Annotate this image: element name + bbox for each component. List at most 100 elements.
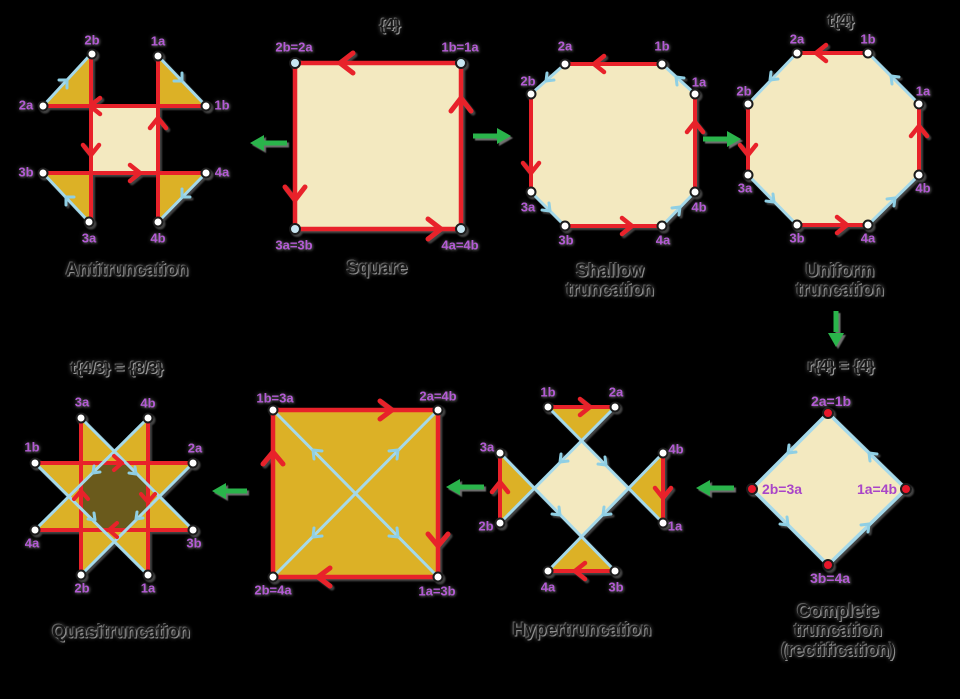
uniform-truncation-figure xyxy=(737,42,930,236)
uniform-cyan-arrow-icons xyxy=(764,70,901,208)
hypertruncation-vertex-dots xyxy=(494,401,669,577)
figure-caption: Complete truncation (rectification) xyxy=(780,600,895,660)
shallow-cyan-arrow-icons xyxy=(540,71,686,217)
flow-arrow-left-icon xyxy=(446,479,484,495)
figure-caption: Square xyxy=(346,257,408,278)
vertex-label: 1b xyxy=(860,31,876,47)
vertex-label: 2b=2a xyxy=(275,39,313,55)
vertex-label: 3b xyxy=(608,579,624,595)
vertex-label: 2a=4b xyxy=(419,388,457,404)
vertex-label: 1b=1a xyxy=(441,39,479,55)
vertex-label: 3b xyxy=(789,230,805,246)
figure-caption: Uniform truncation xyxy=(796,260,884,300)
vertex-label: 2b xyxy=(74,580,90,596)
square-vertex-dots xyxy=(289,57,467,235)
vertex-label: 1b xyxy=(24,439,40,455)
complete-vertex-dots xyxy=(746,407,912,571)
vertex-label: 4a xyxy=(214,164,230,180)
uniform-red-arrow-icons xyxy=(737,42,930,236)
vertex-label: 1a=4b xyxy=(856,481,898,497)
uniform-vertex-dots xyxy=(742,47,925,231)
vertex-label: 1b xyxy=(654,38,670,54)
vertex-label: 4a xyxy=(860,230,876,246)
uniform-truncation-face xyxy=(748,53,919,225)
shallow-truncation-figure xyxy=(520,53,706,237)
antitruncation-cyan-arrow-icons xyxy=(57,71,192,207)
vertex-label: 4b xyxy=(140,395,156,411)
quasitruncation-vertex-dots xyxy=(29,412,199,581)
hypertruncation-figure xyxy=(489,396,674,582)
vertex-label: 2b xyxy=(520,73,536,89)
flow-arrow-left-icon xyxy=(212,483,247,499)
figure-caption: Shallow truncation xyxy=(566,260,654,300)
inverted-square-red-arrow-icons xyxy=(260,398,451,589)
vertex-label: 3a xyxy=(81,230,97,246)
quasitruncation-red-arrow-icons xyxy=(72,454,157,539)
vertex-label: 4b xyxy=(915,180,931,196)
vertex-label: 3a xyxy=(520,199,536,215)
quasitruncation-core-face xyxy=(81,463,148,530)
flow-arrow-left-icon xyxy=(696,480,734,496)
vertex-label: 4a xyxy=(540,579,556,595)
square-face xyxy=(292,60,464,232)
vertex-label: 3b xyxy=(18,164,34,180)
vertex-label: 3b xyxy=(186,535,202,551)
vertex-label: 3a xyxy=(737,180,753,196)
vertex-label: 4b xyxy=(668,441,684,457)
quasitruncation-red-edges xyxy=(35,418,193,575)
figure-title: t{4/3} = {8/3} xyxy=(70,360,164,377)
vertex-label: 2a=1b xyxy=(810,393,852,409)
vertex-label: 2a xyxy=(557,38,573,54)
vertex-label: 4b xyxy=(150,230,166,246)
vertex-label: 2b xyxy=(478,518,494,534)
complete-cyan-arrow-icons xyxy=(778,443,879,534)
relation-label: r{4} = {4} xyxy=(807,358,875,375)
complete-truncation-figure xyxy=(746,407,912,571)
shallow-red-arrow-icons xyxy=(520,53,706,237)
flow-arrows xyxy=(212,128,844,499)
vertex-label: 1a=3b xyxy=(418,583,456,599)
flow-arrow-left-icon xyxy=(250,135,287,151)
vertex-label: 2b xyxy=(736,83,752,99)
figure-caption: Antitruncation xyxy=(65,259,189,280)
figure-caption: Quasitruncation xyxy=(51,621,191,642)
vertex-label: 4a xyxy=(24,535,40,551)
shallow-vertex-dots xyxy=(525,58,701,232)
figure-caption: Hypertruncation xyxy=(512,619,652,640)
vertex-label: 3a xyxy=(479,439,495,455)
vertex-label: 4a=4b xyxy=(441,237,479,253)
inverted-square-figure xyxy=(260,398,451,589)
vertex-label: 2a xyxy=(608,384,624,400)
vertex-label: 2b xyxy=(84,32,100,48)
vertex-label: 1b xyxy=(540,384,556,400)
inverted-square-cyan-diagonals xyxy=(271,408,440,579)
antitruncation-vertex-dots xyxy=(37,48,212,228)
hypertruncation-red-arrow-icons xyxy=(489,396,674,582)
flow-arrow-right-icon xyxy=(703,131,741,147)
figure-title: {4} xyxy=(379,17,401,34)
inverted-square-cyan-arrow-icons xyxy=(311,448,400,539)
hypertruncation-red-edges xyxy=(498,405,665,573)
antitruncation-red-edges xyxy=(43,54,206,222)
antitruncation-red-arrow-icons xyxy=(80,95,169,184)
vertex-label: 1a xyxy=(150,33,166,49)
vertex-label: 2a xyxy=(18,97,34,113)
antitruncation-figure xyxy=(37,48,212,228)
vertex-label: 2a xyxy=(789,31,805,47)
shallow-truncation-face xyxy=(531,64,695,226)
vertex-label: 3b=4a xyxy=(809,570,851,586)
vertex-label: 2a xyxy=(187,440,203,456)
vertex-label: 3a=3b xyxy=(275,237,313,253)
inverted-square-vertex-dots xyxy=(267,404,444,583)
uniform-red-edges xyxy=(746,51,921,227)
vertex-label: 4a xyxy=(655,232,671,248)
figure-title: t{4} xyxy=(827,13,855,30)
vertex-label: 2b=4a xyxy=(254,582,292,598)
quasitruncation-cyan-arrow-icons xyxy=(86,464,145,522)
vertex-label: 1b xyxy=(214,97,230,113)
flow-arrow-right-icon xyxy=(473,128,511,144)
vertex-label: 1a xyxy=(140,580,156,596)
hypertruncation-fills xyxy=(500,407,663,571)
